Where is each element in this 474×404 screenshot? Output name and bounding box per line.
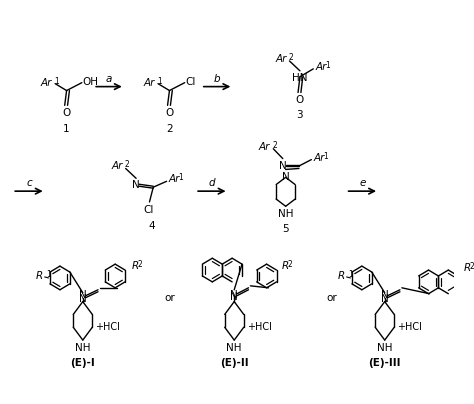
Text: Ar: Ar [168,174,180,184]
Text: N: N [230,292,238,302]
Text: N: N [381,294,389,304]
Text: O: O [63,108,71,118]
Text: N: N [381,290,389,300]
Text: 1: 1 [64,124,70,134]
Text: 3: 3 [297,110,303,120]
Text: (E)-I: (E)-I [71,358,95,368]
Text: R: R [464,263,471,273]
Text: or: or [164,292,175,303]
Text: R: R [131,261,138,271]
Text: 4: 4 [148,221,155,231]
Text: NH: NH [377,343,392,353]
Text: c: c [26,178,32,188]
Text: 2: 2 [273,141,277,150]
Text: O: O [296,95,304,105]
Text: 2: 2 [166,124,173,134]
Text: Ar: Ar [275,54,287,64]
Text: Cl: Cl [186,77,196,87]
Text: Ar: Ar [315,62,327,72]
Text: HN: HN [292,73,308,83]
Text: Cl: Cl [143,205,154,215]
Text: e: e [359,178,365,188]
Text: 2: 2 [289,53,293,62]
Text: +HCl: +HCl [397,322,422,332]
Text: a: a [106,74,112,84]
Text: R: R [337,271,345,281]
Text: +HCl: +HCl [95,322,120,332]
Text: R: R [282,261,289,271]
Text: +HCl: +HCl [246,322,272,332]
Text: O: O [165,108,173,118]
Text: NH: NH [227,343,242,353]
Text: N: N [230,290,238,300]
Text: NH: NH [278,209,293,219]
Text: N: N [282,173,290,183]
Text: 1: 1 [325,61,329,70]
Text: 2: 2 [469,262,474,271]
Text: 2: 2 [137,260,142,269]
Text: 1: 1 [46,270,51,279]
Text: Ar: Ar [313,153,325,163]
Text: d: d [209,178,215,188]
Text: Ar: Ar [144,78,155,88]
Text: N: N [132,180,140,190]
Text: OH: OH [83,77,99,87]
Text: N: N [79,290,87,300]
Text: 2: 2 [125,160,129,169]
Text: (E)-III: (E)-III [368,358,401,368]
Text: Ar: Ar [41,78,52,88]
Text: N: N [79,294,87,304]
Text: R: R [36,271,43,281]
Text: b: b [214,74,220,84]
Text: 1: 1 [348,270,353,279]
Text: 1: 1 [157,77,162,86]
Text: (E)-II: (E)-II [220,358,248,368]
Text: NH: NH [75,343,91,353]
Text: 5: 5 [283,224,289,234]
Text: 1: 1 [323,152,328,160]
Text: 1: 1 [54,77,59,86]
Text: or: or [326,292,337,303]
Text: N: N [279,160,287,170]
Text: Ar: Ar [111,162,123,171]
Text: Ar: Ar [259,142,270,152]
Text: 2: 2 [288,260,292,269]
Text: 1: 1 [178,173,183,182]
